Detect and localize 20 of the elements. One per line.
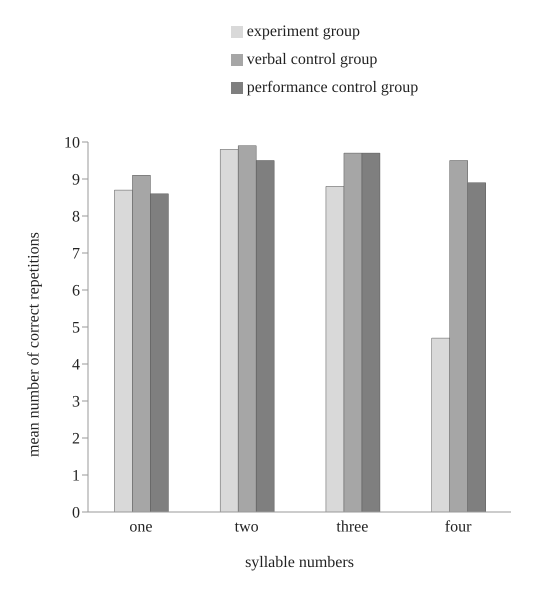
y-tick-label: 4	[72, 356, 80, 374]
legend-label: performance control group	[246, 79, 418, 96]
y-tick-label: 0	[72, 504, 80, 522]
legend-label: verbal control group	[246, 51, 378, 68]
y-tick-label: 6	[72, 282, 80, 300]
y-tick-label: 8	[72, 208, 80, 226]
x-tick-label: two	[234, 518, 259, 536]
y-tick-label: 3	[72, 394, 80, 411]
y-tick-label: 7	[72, 246, 80, 263]
y-axis-title: mean number of correct repetitions	[26, 232, 43, 457]
y-tick-label: 1	[72, 468, 80, 485]
x-tick-label: three	[336, 518, 368, 536]
x-axis-title: syllable numbers	[245, 554, 354, 571]
y-tick-label: 9	[72, 172, 80, 189]
legend-label: experiment group	[246, 23, 360, 40]
y-tick-label: 10	[64, 134, 80, 152]
y-tick-label: 5	[72, 320, 80, 337]
x-tick-label: one	[129, 518, 152, 536]
y-tick-label: 2	[72, 430, 80, 448]
x-tick-label: four	[444, 518, 472, 536]
